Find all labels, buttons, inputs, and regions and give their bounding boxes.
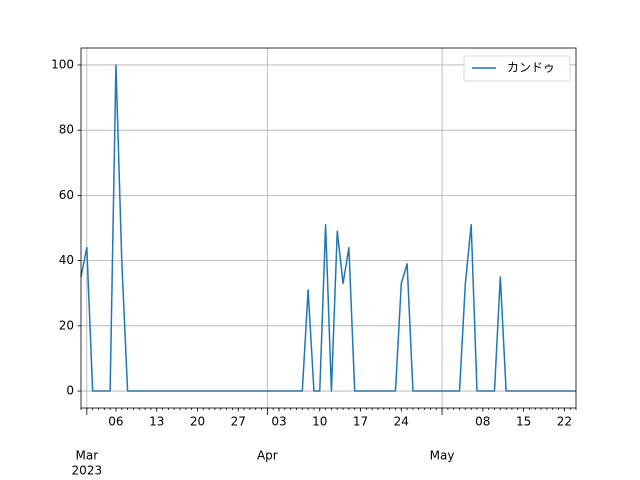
series-line [80,64,576,392]
y-tick-label: 0 [66,384,74,398]
x-tick-label: 03 [271,415,286,429]
y-tick-label: 20 [59,318,74,332]
y-tick-label: 100 [51,57,74,71]
x-tick-label: 13 [149,415,164,429]
legend-box [463,55,571,82]
x-tick-label: 24 [394,415,409,429]
y-tick-label: 60 [59,188,74,202]
x-tick-label: 27 [231,415,246,429]
x-year-label: 2023 [72,464,103,478]
x-tick-label: 17 [353,415,368,429]
x-tick-label: May [430,449,455,463]
x-tick-label: 20 [190,415,205,429]
legend-label: カンドゥ [507,61,555,75]
plot-frame [80,47,577,409]
y-tick-label: 40 [59,253,74,267]
x-tick-label: 15 [516,415,531,429]
y-tick-label: 80 [59,123,74,137]
x-tick-label: 08 [475,415,490,429]
x-tick-label: 22 [557,415,572,429]
x-tick-label: Mar [76,449,99,463]
x-tick-label: Apr [257,449,278,463]
x-tick-label: 06 [108,415,123,429]
x-tick-label: 10 [312,415,327,429]
